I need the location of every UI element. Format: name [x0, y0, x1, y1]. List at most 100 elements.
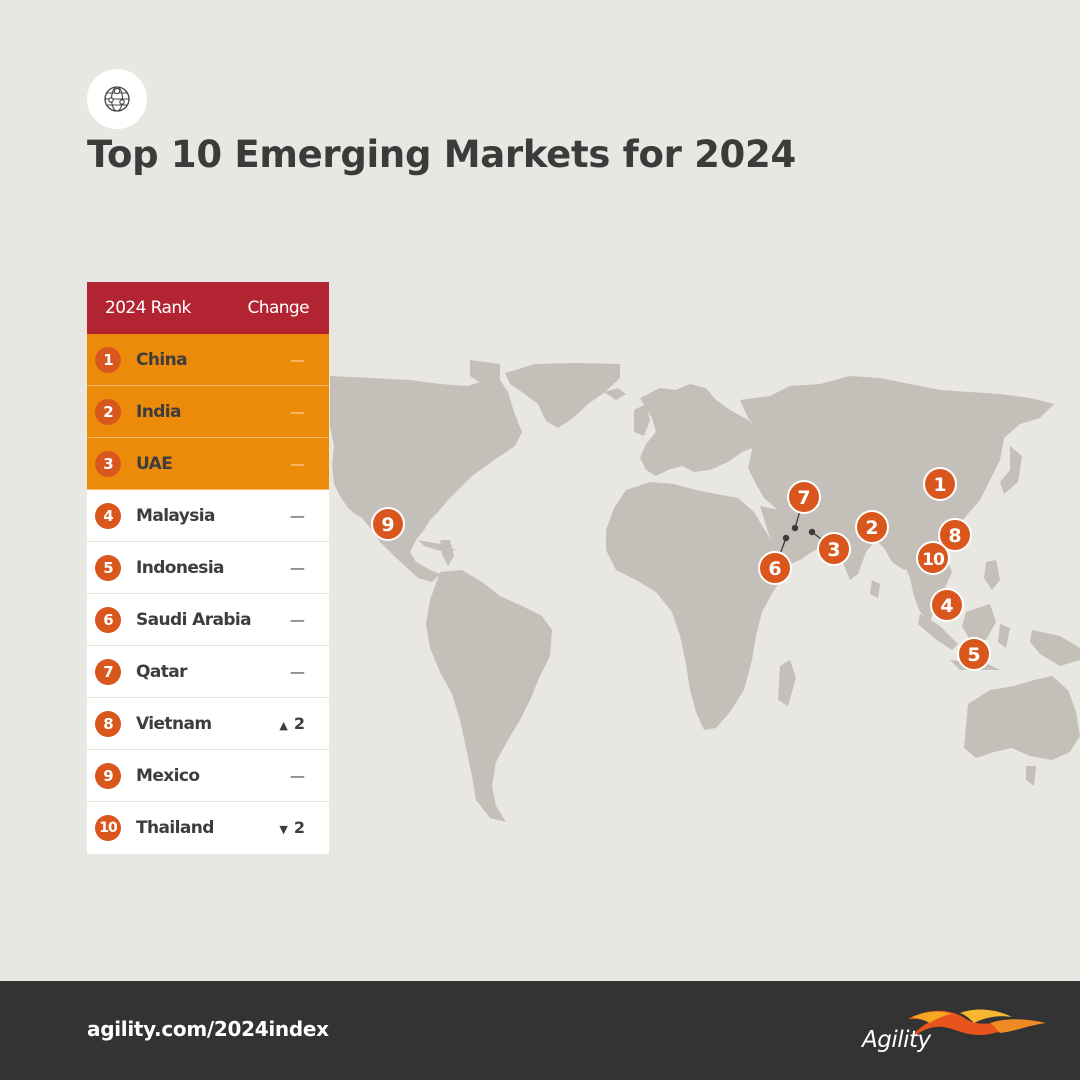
land-arabia [760, 506, 828, 566]
rank-badge: 10 [95, 815, 121, 841]
map-marker-india[interactable]: 2 [855, 510, 889, 544]
rank-badge: 1 [95, 347, 121, 373]
land-uk [634, 404, 650, 436]
map-marker-mexico[interactable]: 9 [371, 507, 405, 541]
svg-text:9: 9 [381, 514, 394, 536]
land-iceland [604, 388, 626, 400]
change-value: — [290, 507, 305, 525]
table-row[interactable]: 8 Vietnam ▲ 2 [87, 698, 329, 750]
header-change: Change [247, 298, 310, 318]
rank-badge: 2 [95, 399, 121, 425]
change-value: — [290, 767, 305, 785]
rank-badge: 5 [95, 555, 121, 581]
country-name: Saudi Arabia [136, 610, 252, 630]
svg-text:1: 1 [933, 474, 946, 496]
table-row[interactable]: 10 Thailand ▼ 2 [87, 802, 329, 854]
table-row[interactable]: 1 China — [87, 334, 329, 386]
land-cuba [418, 540, 456, 552]
map-marker-vietnam[interactable]: 8 [938, 518, 972, 552]
world-map: 1 2 3 4 5 6 7 8 [330, 360, 1080, 822]
change-value: — [290, 351, 305, 369]
table-header: 2024 Rank Change [87, 282, 329, 334]
table-row[interactable]: 7 Qatar — [87, 646, 329, 698]
map-marker-uae[interactable]: 3 [817, 532, 851, 566]
svg-text:2: 2 [865, 517, 878, 539]
map-marker-indonesia[interactable]: 5 [957, 637, 991, 671]
land-europe [640, 384, 760, 476]
country-name: China [136, 350, 188, 370]
land-madagascar [778, 660, 796, 706]
map-marker-thailand[interactable]: 10 [916, 541, 950, 575]
land-philippines [984, 560, 1000, 590]
footer: agility.com/2024index Agility [0, 981, 1080, 1080]
rank-badge: 9 [95, 763, 121, 789]
change-value: — [290, 663, 305, 681]
rank-badge: 8 [95, 711, 121, 737]
footer-link[interactable]: agility.com/2024index [87, 1017, 329, 1041]
change-value: ▲ 2 [279, 698, 305, 752]
connector-dot-qatar [791, 524, 799, 532]
table-row[interactable]: 6 Saudi Arabia — [87, 594, 329, 646]
land-africa [606, 482, 792, 730]
rank-badge: 7 [95, 659, 121, 685]
map-marker-qatar[interactable]: 7 [787, 480, 821, 514]
change-value: — [290, 611, 305, 629]
land-sumatra [918, 614, 958, 650]
country-name: Indonesia [136, 558, 225, 578]
change-value: ▼ 2 [279, 802, 305, 856]
land-south-america [426, 570, 552, 822]
land-sulawesi [998, 624, 1010, 648]
land-japan [1000, 446, 1022, 494]
land-masses [330, 360, 1080, 822]
svg-text:4: 4 [940, 595, 953, 617]
svg-text:10: 10 [922, 550, 945, 570]
agility-bird-logo [908, 1009, 1046, 1039]
map-marker-china[interactable]: 1 [923, 467, 957, 501]
table-row[interactable]: 9 Mexico — [87, 750, 329, 802]
page-title: Top 10 Emerging Markets for 2024 [87, 133, 796, 176]
land-new-guinea [1030, 630, 1080, 666]
triangle-up-icon: ▲ [279, 719, 288, 732]
globe-icon [104, 86, 130, 112]
svg-text:3: 3 [827, 539, 840, 561]
svg-text:7: 7 [797, 487, 810, 509]
country-name: Thailand [136, 818, 214, 838]
map-marker-saudi-arabia[interactable]: 6 [758, 551, 792, 585]
rank-badge: 3 [95, 451, 121, 477]
table-row[interactable]: 4 Malaysia — [87, 490, 329, 542]
rank-table: 2024 Rank Change 1 China — 2 India — 3 U… [87, 282, 329, 854]
land-florida [440, 540, 454, 566]
table-row[interactable]: 3 UAE — [87, 438, 329, 490]
change-delta: 2 [293, 818, 305, 837]
connector-dot-saudi [782, 534, 790, 542]
change-value: — [290, 455, 305, 473]
svg-text:8: 8 [948, 525, 961, 547]
country-name: Mexico [136, 766, 200, 786]
map-markers: 1 2 3 4 5 6 7 8 [371, 467, 991, 671]
svg-text:5: 5 [967, 644, 980, 666]
change-delta: 2 [293, 714, 305, 733]
change-value: — [290, 559, 305, 577]
map-marker-malaysia[interactable]: 4 [930, 588, 964, 622]
globe-badge [87, 69, 147, 129]
table-row[interactable]: 5 Indonesia — [87, 542, 329, 594]
country-name: Vietnam [136, 714, 212, 734]
land-sri-lanka [870, 580, 880, 598]
land-borneo [962, 604, 996, 640]
connector-dot-uae [808, 528, 816, 536]
land-greenland [505, 363, 620, 428]
rank-badge: 6 [95, 607, 121, 633]
brand-logo[interactable]: Agility [860, 1005, 1050, 1065]
country-name: UAE [136, 454, 173, 474]
change-value: — [290, 403, 305, 421]
svg-text:6: 6 [768, 558, 781, 580]
rank-badge: 4 [95, 503, 121, 529]
land-baffin [470, 360, 500, 384]
triangle-down-icon: ▼ [279, 823, 288, 836]
land-north-america [330, 376, 522, 582]
country-name: Malaysia [136, 506, 215, 526]
land-australia [964, 676, 1080, 760]
header-rank: 2024 Rank [105, 298, 191, 318]
table-row[interactable]: 2 India — [87, 386, 329, 438]
brand-wordmark: Agility [862, 1027, 931, 1053]
